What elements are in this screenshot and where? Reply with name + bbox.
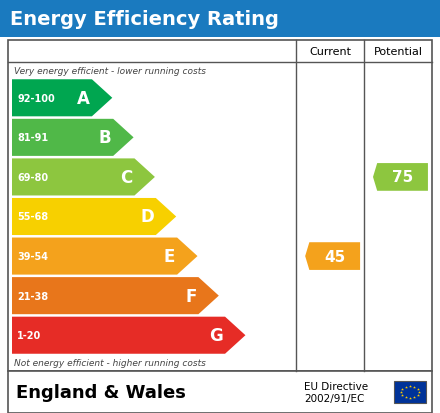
- Polygon shape: [12, 80, 112, 117]
- Text: G: G: [209, 326, 223, 344]
- Text: Not energy efficient - higher running costs: Not energy efficient - higher running co…: [14, 358, 206, 368]
- Text: 81-91: 81-91: [17, 133, 48, 143]
- Text: F: F: [185, 287, 196, 305]
- Text: C: C: [120, 169, 132, 187]
- Bar: [394, 381, 426, 403]
- Text: 21-38: 21-38: [17, 291, 48, 301]
- Text: 69-80: 69-80: [17, 173, 48, 183]
- Text: EU Directive: EU Directive: [304, 381, 368, 391]
- Polygon shape: [12, 238, 198, 275]
- Text: 75: 75: [392, 170, 414, 185]
- Polygon shape: [373, 164, 428, 191]
- Text: Very energy efficient - lower running costs: Very energy efficient - lower running co…: [14, 66, 206, 75]
- Text: A: A: [77, 90, 90, 107]
- Polygon shape: [305, 242, 360, 270]
- Text: 39-54: 39-54: [17, 252, 48, 261]
- Text: Current: Current: [309, 47, 351, 57]
- Text: Energy Efficiency Rating: Energy Efficiency Rating: [10, 9, 279, 28]
- Polygon shape: [12, 119, 134, 157]
- Bar: [0, 0, 440, 38]
- Text: 2002/91/EC: 2002/91/EC: [304, 393, 365, 403]
- Polygon shape: [12, 278, 219, 314]
- Text: B: B: [99, 129, 111, 147]
- Text: 45: 45: [324, 249, 346, 264]
- Polygon shape: [12, 159, 155, 196]
- Text: England & Wales: England & Wales: [16, 383, 186, 401]
- Bar: [8, 371, 432, 413]
- Text: E: E: [164, 247, 175, 266]
- Text: D: D: [140, 208, 154, 226]
- Bar: [8, 41, 432, 371]
- Polygon shape: [12, 317, 246, 354]
- Polygon shape: [12, 199, 176, 235]
- Text: 92-100: 92-100: [17, 94, 55, 104]
- Text: 1-20: 1-20: [17, 330, 41, 340]
- Text: Potential: Potential: [374, 47, 422, 57]
- Text: 55-68: 55-68: [17, 212, 48, 222]
